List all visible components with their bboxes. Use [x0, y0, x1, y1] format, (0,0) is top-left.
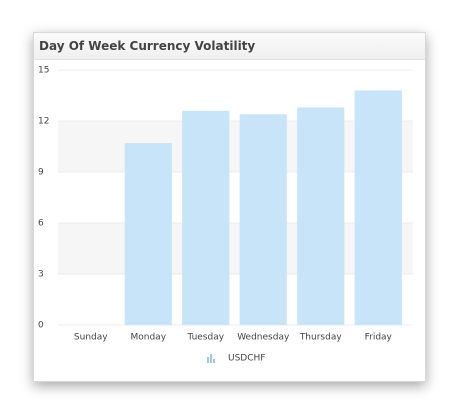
x-tick-label: Tuesday	[186, 333, 224, 343]
legend-label: USDCHF	[228, 354, 265, 364]
y-tick-label: 3	[38, 270, 44, 280]
legend-icon	[213, 359, 215, 363]
bar	[297, 107, 345, 326]
bar	[124, 143, 172, 325]
x-tick-label: Wednesday	[237, 333, 290, 343]
grid-band	[58, 121, 413, 172]
x-tick-label: Monday	[130, 333, 166, 343]
y-tick-label: 9	[38, 168, 44, 178]
legend-icon	[210, 354, 212, 363]
bar	[239, 114, 287, 325]
chart-title: Day Of Week Currency Volatility	[39, 39, 256, 53]
y-tick-label: 15	[38, 66, 49, 76]
x-tick-label: Sunday	[74, 333, 108, 343]
y-tick-label: 0	[38, 321, 44, 331]
grid-band	[58, 223, 413, 274]
y-tick-label: 6	[38, 219, 44, 229]
card-header: Day Of Week Currency Volatility	[34, 33, 425, 60]
x-tick-label: Thursday	[299, 333, 343, 343]
bar	[354, 90, 402, 326]
legend-icon	[207, 357, 209, 363]
bar	[182, 110, 230, 325]
y-tick-label: 12	[38, 117, 49, 127]
x-tick-label: Friday	[365, 333, 393, 343]
